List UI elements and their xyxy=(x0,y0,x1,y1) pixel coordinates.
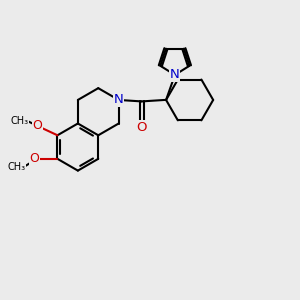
Text: O: O xyxy=(32,119,42,132)
Text: N: N xyxy=(170,68,180,81)
Text: O: O xyxy=(30,152,39,165)
Text: CH₃: CH₃ xyxy=(7,162,25,172)
Text: CH₃: CH₃ xyxy=(10,116,28,126)
Text: O: O xyxy=(136,121,147,134)
Text: N: N xyxy=(114,93,124,106)
